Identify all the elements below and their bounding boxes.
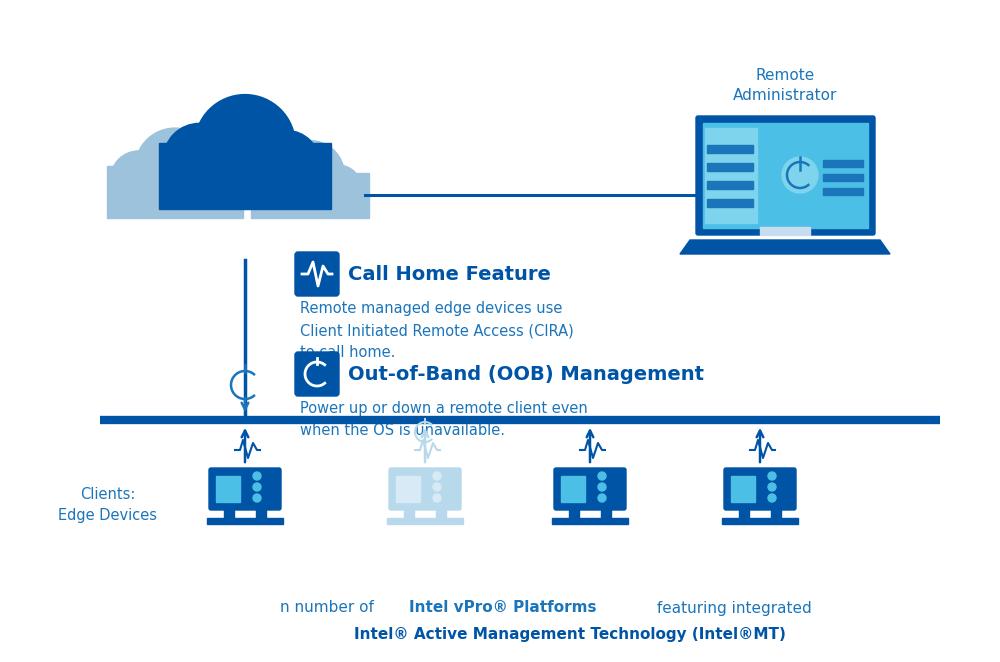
Circle shape [253, 483, 261, 491]
Bar [159, 142, 331, 209]
Text: n number of: n number of [280, 600, 379, 616]
Circle shape [598, 494, 606, 502]
Circle shape [768, 483, 776, 491]
Text: Clients:
Edge Devices: Clients: Edge Devices [58, 487, 158, 523]
Text: Client Initiated Remote Access (CIRA): Client Initiated Remote Access (CIRA) [300, 323, 574, 338]
Circle shape [163, 123, 235, 195]
Bar [601, 508, 611, 518]
Bar [707, 181, 753, 189]
Bar [552, 518, 628, 524]
Bar [436, 508, 446, 518]
Polygon shape [680, 240, 890, 254]
Bar [251, 173, 369, 218]
Text: to call home.: to call home. [300, 345, 395, 360]
Bar [561, 476, 585, 502]
Bar [823, 160, 863, 167]
Bar [707, 163, 753, 171]
FancyBboxPatch shape [724, 468, 796, 510]
FancyBboxPatch shape [554, 468, 626, 510]
Text: Intel vPro® Platforms: Intel vPro® Platforms [409, 600, 596, 616]
Bar [771, 508, 781, 518]
Circle shape [317, 165, 361, 209]
FancyBboxPatch shape [295, 252, 339, 296]
Circle shape [110, 151, 167, 208]
Circle shape [433, 483, 441, 491]
Circle shape [768, 494, 776, 502]
Bar [760, 227, 810, 235]
Bar [216, 476, 240, 502]
Text: featuring integrated: featuring integrated [652, 600, 812, 616]
FancyBboxPatch shape [389, 468, 461, 510]
Text: Out-of-Band (OOB) Management: Out-of-Band (OOB) Management [348, 365, 704, 383]
FancyBboxPatch shape [209, 468, 281, 510]
Bar [707, 199, 753, 207]
Circle shape [768, 472, 776, 480]
Circle shape [276, 140, 344, 209]
Bar [107, 166, 243, 218]
Circle shape [433, 472, 441, 480]
Bar [707, 145, 753, 153]
Bar [569, 508, 579, 518]
Circle shape [195, 95, 295, 195]
Bar [703, 123, 868, 228]
Circle shape [433, 494, 441, 502]
Text: Intel® Active Management Technology (Intel®MT): Intel® Active Management Technology (Int… [354, 628, 786, 643]
Bar [731, 476, 755, 502]
Bar [396, 476, 420, 502]
Text: Remote managed edge devices use: Remote managed edge devices use [300, 301, 562, 316]
Text: Power up or down a remote client even: Power up or down a remote client even [300, 401, 588, 416]
Text: Remote
Administrator: Remote Administrator [733, 68, 837, 103]
Bar [387, 518, 463, 524]
Circle shape [135, 128, 215, 208]
Bar [224, 508, 234, 518]
Circle shape [253, 494, 261, 502]
Circle shape [598, 483, 606, 491]
Bar [823, 174, 863, 181]
Circle shape [598, 472, 606, 480]
Bar [823, 188, 863, 195]
FancyBboxPatch shape [696, 116, 875, 235]
Bar [404, 508, 414, 518]
Text: Call Home Feature: Call Home Feature [348, 265, 551, 283]
Bar [739, 508, 749, 518]
FancyBboxPatch shape [295, 352, 339, 396]
Bar [256, 508, 266, 518]
Circle shape [253, 472, 261, 480]
Bar [207, 518, 283, 524]
Circle shape [255, 130, 319, 195]
Circle shape [782, 157, 818, 193]
Circle shape [183, 157, 234, 208]
Bar [705, 128, 757, 223]
Bar [722, 518, 798, 524]
Circle shape [254, 160, 303, 209]
Text: when the OS is unavailable.: when the OS is unavailable. [300, 423, 505, 438]
